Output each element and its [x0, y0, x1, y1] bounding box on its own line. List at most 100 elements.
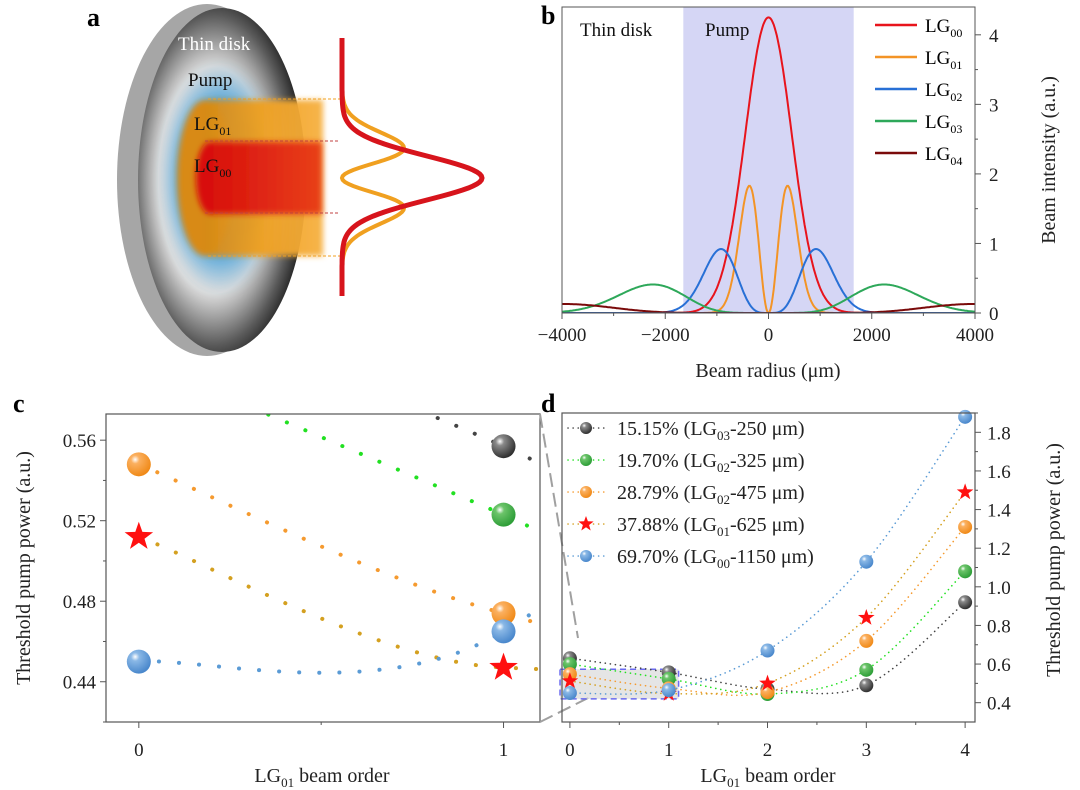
x-tick-label: 4 [960, 740, 970, 761]
data-point-sphere [958, 409, 973, 424]
panel-c-chart: c 0 1 0.44 0.48 0.52 0.56 LG01 beam order Thr… [13, 207, 880, 790]
thin-disk-annotation: Thin disk [580, 20, 653, 41]
y-tick-label: 1.8 [987, 423, 1011, 444]
x-tick-label: 4000 [956, 325, 994, 346]
thin-disk-label: Thin disk [178, 34, 251, 55]
data-point-star [489, 652, 518, 680]
legend-label-lg03: LG03 [925, 112, 962, 136]
data-point-sphere [859, 662, 874, 677]
y-tick-label: 1 [989, 234, 999, 255]
legend-label-lg02: LG02 [925, 80, 962, 104]
x-axis-label-d: LG01 beam order [700, 765, 836, 790]
y-tick-label: 0.52 [63, 512, 96, 533]
pump-label: Pump [188, 70, 232, 91]
data-point-sphere [491, 502, 516, 527]
pump-shaded-region [683, 7, 854, 313]
legend-marker-sphere [580, 454, 592, 466]
panel-label-d: d [541, 389, 556, 418]
data-point-star [858, 609, 875, 625]
x-tick-label: 2000 [853, 325, 891, 346]
y-tick-label: 0 [989, 304, 999, 325]
x-axis-label-b: Beam radius (μm) [695, 360, 840, 382]
data-point-star [956, 483, 974, 500]
lg00-label: LG00 [194, 156, 231, 180]
series-line [569, 494, 964, 695]
x-tick-label: 1 [499, 740, 509, 761]
legend-marker-star [578, 516, 594, 531]
data-point-sphere [126, 649, 151, 674]
data-point-sphere [859, 633, 874, 648]
data-point-star [759, 674, 776, 691]
lg01-label: LG01 [194, 114, 231, 138]
x-tick-label: 0 [134, 740, 144, 761]
legend-label-lg01: LG01 [925, 48, 962, 72]
legend-label: 28.79% (LG02-475 μm) [617, 482, 805, 507]
series-line [569, 529, 964, 697]
series-line [569, 573, 964, 695]
y-tick-label: 0.8 [987, 616, 1011, 637]
legend-label: 37.88% (LG01-625 μm) [617, 514, 805, 539]
data-point-star [561, 672, 579, 689]
legend-label: 19.70% (LG02-325 μm) [617, 450, 805, 475]
legend-marker-sphere [580, 486, 592, 498]
plot-frame-c [105, 413, 541, 723]
y-tick-label: 0.44 [63, 673, 97, 694]
x-tick-label: 3 [862, 740, 872, 761]
panel-a-diagram: a Thin disk Pump LG01 LG00 [87, 3, 485, 356]
panel-label-a: a [87, 3, 100, 32]
legend-label: 15.15% (LG03-250 μm) [617, 418, 805, 443]
legend-marker-sphere [580, 550, 592, 562]
x-tick-label: 0 [764, 325, 774, 346]
data-point-sphere [491, 434, 516, 459]
y-tick-label: 0.48 [63, 592, 96, 613]
x-tick-label: 0 [565, 740, 575, 761]
y-axis-label-b: Beam intensity (a.u.) [1038, 76, 1060, 244]
data-point-sphere [859, 678, 874, 693]
data-point-sphere [126, 452, 151, 477]
y-tick-label: 4 [989, 26, 999, 47]
y-tick-label: 2 [989, 165, 999, 186]
y-tick-label: 1.2 [987, 539, 1011, 560]
data-point-sphere [562, 657, 577, 672]
y-tick-label: 1.0 [987, 578, 1011, 599]
y-axis-label-c: Threshold pump power (a.u.) [13, 451, 35, 685]
x-axis-label-c: LG01 beam order [254, 765, 390, 790]
y-tick-label: 3 [989, 95, 999, 116]
x-tick-label: −4000 [538, 325, 587, 346]
data-point-sphere [661, 683, 676, 698]
data-point-sphere [859, 554, 874, 569]
zoom-connector-top [539, 413, 579, 639]
legend-label-lg00: LG00 [925, 16, 962, 40]
y-tick-label: 0.4 [987, 694, 1011, 715]
y-tick-label: 1.6 [987, 462, 1011, 483]
data-point-star [124, 521, 154, 549]
data-point-sphere [491, 601, 516, 626]
data-point-sphere [958, 595, 973, 610]
lg00-profile-curve [339, 38, 485, 296]
series-line [569, 603, 964, 695]
legend-marker-sphere [580, 422, 592, 434]
series-line-lg03 [562, 283, 975, 313]
x-tick-label: −2000 [641, 325, 690, 346]
zoom-connector-bottom [539, 696, 591, 723]
data-point-sphere [562, 686, 577, 701]
legend-label: 69.70% (LG00-1150 μm) [617, 546, 814, 571]
data-point-sphere [856, 207, 880, 231]
panel-label-b: b [541, 1, 555, 30]
data-point-sphere [127, 348, 151, 372]
panel-d-chart: d 0 1 2 3 4 0.4 0.6 0.8 1.0 1.2 1.4 1.6 1.8 15.15% (… [539, 389, 1065, 790]
data-point-sphere [958, 519, 973, 534]
data-point-sphere [958, 564, 973, 579]
y-tick-label: 1.4 [987, 501, 1011, 522]
panel-label-c: c [13, 389, 25, 418]
data-point-sphere [760, 685, 775, 700]
x-tick-label: 2 [763, 740, 773, 761]
lg00-beam [196, 142, 322, 214]
legend-label-lg04: LG04 [925, 144, 962, 168]
series-line-lg04 [562, 303, 975, 313]
y-tick-label: 0.56 [63, 431, 96, 452]
data-point-sphere [491, 619, 516, 644]
zoom-region-box [559, 668, 680, 700]
